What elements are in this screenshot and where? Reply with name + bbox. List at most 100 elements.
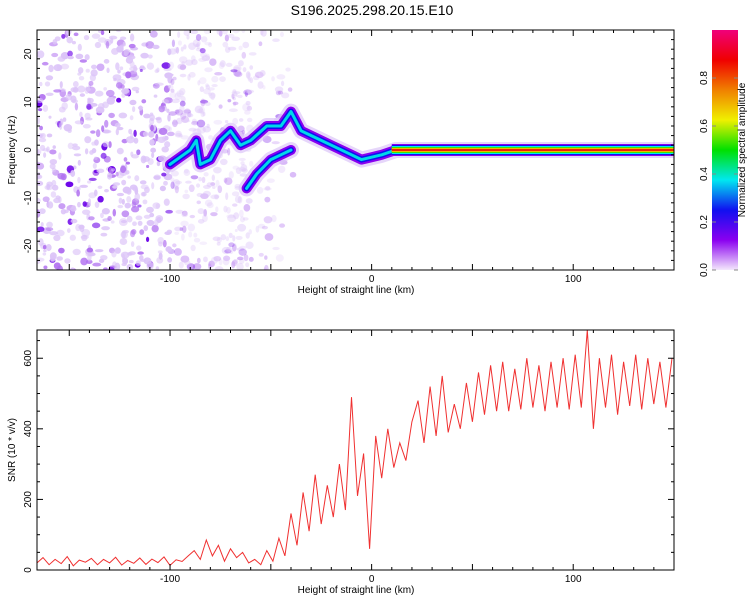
spectrogram-noise-blob — [198, 177, 202, 182]
spectrogram-noise-blob — [199, 86, 204, 93]
spectrogram-noise-blob — [91, 148, 97, 154]
spectrogram-noise-blob — [50, 191, 57, 198]
spectrogram-noise-blob — [216, 236, 222, 243]
spectrogram-noise-blob — [149, 30, 158, 38]
spectrogram-noise-blob — [246, 117, 253, 123]
spectrogram-noise-blob — [49, 149, 57, 155]
spectrogram-noise-blob — [131, 86, 140, 92]
spectrogram-noise-blob — [108, 141, 112, 148]
spectrogram-noise-blob — [205, 53, 210, 61]
spectrogram-noise-blob — [41, 61, 49, 66]
spectrogram-noise-blob — [97, 185, 103, 189]
spectrogram-noise-blob — [241, 30, 246, 34]
spectrogram-noise-blob — [100, 30, 105, 36]
spectrogram-noise-blob — [174, 226, 183, 232]
spectrogram-noise-blob — [190, 244, 196, 252]
spectrogram-noise-blob — [177, 40, 182, 46]
spectrogram-noise-blob — [77, 159, 81, 166]
spectrogram-noise-blob — [103, 267, 108, 270]
spectrogram-noise-blob — [195, 33, 202, 41]
spectrogram-noise-blob — [197, 208, 205, 215]
spectrogram-noise-blob — [226, 214, 235, 219]
spectrogram-noise-blob — [118, 197, 123, 204]
spectrogram-noise-blob — [213, 194, 220, 199]
spectrogram-noise-blob — [179, 100, 186, 107]
spectrogram-noise-blob — [190, 175, 199, 180]
spectrogram-noise-blob — [247, 72, 251, 81]
spectrogram-noise-blob — [226, 246, 232, 252]
spectrogram-noise-blob — [158, 252, 163, 260]
spectrogram-noise-blob — [121, 88, 130, 95]
colorbar-gradient — [712, 30, 738, 270]
spectrogram-noise-blob — [46, 221, 53, 228]
snr-ylabel: SNR (10 * v/v) — [7, 418, 18, 482]
spectrogram-noise-blob — [38, 137, 47, 143]
spectrogram-noise-blob — [64, 258, 71, 264]
spectrogram-noise-blob — [117, 204, 124, 209]
spectrogram-noise-blob — [179, 73, 187, 78]
spectrogram-noise-blob — [154, 218, 159, 226]
spectrogram-noise-blob — [125, 170, 130, 175]
spectrogram-noise-blob — [188, 184, 195, 193]
spectrogram-noise-blob — [222, 30, 228, 35]
spectrogram-noise-blob — [53, 197, 61, 204]
spectrogram-noise-blob — [200, 51, 207, 59]
spectrogram-noise-blob — [84, 54, 90, 61]
spectrogram-noise-blob — [38, 208, 46, 215]
spectrogram-noise-blob — [112, 182, 121, 186]
spectrogram-noise-blob — [204, 41, 212, 46]
spectrogram-noise-blob — [238, 45, 243, 51]
spectrogram-noise-blob — [232, 235, 236, 242]
spectrogram-noise-blob — [222, 257, 230, 266]
spectrogram-noise-blob — [214, 194, 219, 200]
spectrogram-noise-blob — [248, 256, 254, 262]
spectrogram-noise-blob — [176, 117, 183, 125]
spectrogram-noise-blob — [123, 157, 128, 162]
spectrogram-noise-blob — [67, 142, 74, 150]
spectrogram-noise-blob — [193, 237, 201, 243]
spectrogram-noise-blob — [161, 99, 169, 104]
spectrogram-noise-blob — [210, 256, 218, 265]
spectrogram-noise-blob — [247, 78, 252, 82]
spectrogram-noise-blob — [120, 165, 127, 174]
spectrogram-noise-blob — [106, 67, 110, 74]
spectrogram-noise-blob — [206, 182, 213, 188]
spectrogram-noise-blob — [204, 199, 213, 207]
spectrogram-noise-blob — [135, 215, 143, 221]
spectrogram-noise-blob — [45, 75, 54, 81]
spectrogram-noise-blob — [227, 46, 237, 51]
spectrogram-noise-blob — [245, 241, 254, 249]
spectrogram-noise-blob — [129, 33, 135, 42]
spectrogram-noise-blob — [44, 81, 51, 87]
spectrogram-noise-blob — [232, 203, 238, 207]
spectrogram-noise-blob — [53, 234, 61, 242]
spectrogram-noise-blob — [231, 191, 240, 197]
spectrogram-noise-blob — [228, 242, 235, 248]
spectrogram-noise-blob — [172, 76, 177, 81]
spectrogram-noise-blob — [167, 257, 173, 263]
spectrogram-noise-blob — [245, 198, 253, 204]
spectrogram-noise-blob — [101, 208, 110, 215]
spectrogram-noise-blob — [171, 121, 179, 125]
spectrogram-noise-blob — [210, 212, 218, 217]
spectrogram-noise-blob — [115, 171, 119, 177]
spectrogram-noise-blob — [121, 179, 127, 186]
spectrogram-noise-blob — [203, 172, 209, 177]
spectrogram-noise-blob — [185, 59, 194, 66]
spectrogram-noise-blob — [126, 55, 136, 60]
spectrogram-noise-blob — [140, 155, 147, 164]
spectrogram-noise-blob — [224, 119, 229, 124]
spectrogram-noise-blob — [146, 62, 155, 70]
spectrogram-noise-blob — [175, 209, 184, 214]
spectrogram-noise-blob — [156, 116, 162, 124]
spectrogram-noise-blob — [174, 132, 183, 138]
spectrogram-noise-blob — [179, 105, 185, 113]
spectrogram-noise-blob — [200, 99, 209, 104]
spectrogram-noise-blob — [72, 86, 79, 93]
spectrogram-noise-blob — [170, 177, 175, 182]
snr-frame — [36, 329, 675, 571]
spectrogram-noise-blob — [205, 84, 211, 90]
spectrogram-noise-blob — [192, 263, 202, 270]
spectrogram-noise-blob — [180, 112, 187, 120]
spectrogram-noise-blob — [228, 232, 233, 239]
